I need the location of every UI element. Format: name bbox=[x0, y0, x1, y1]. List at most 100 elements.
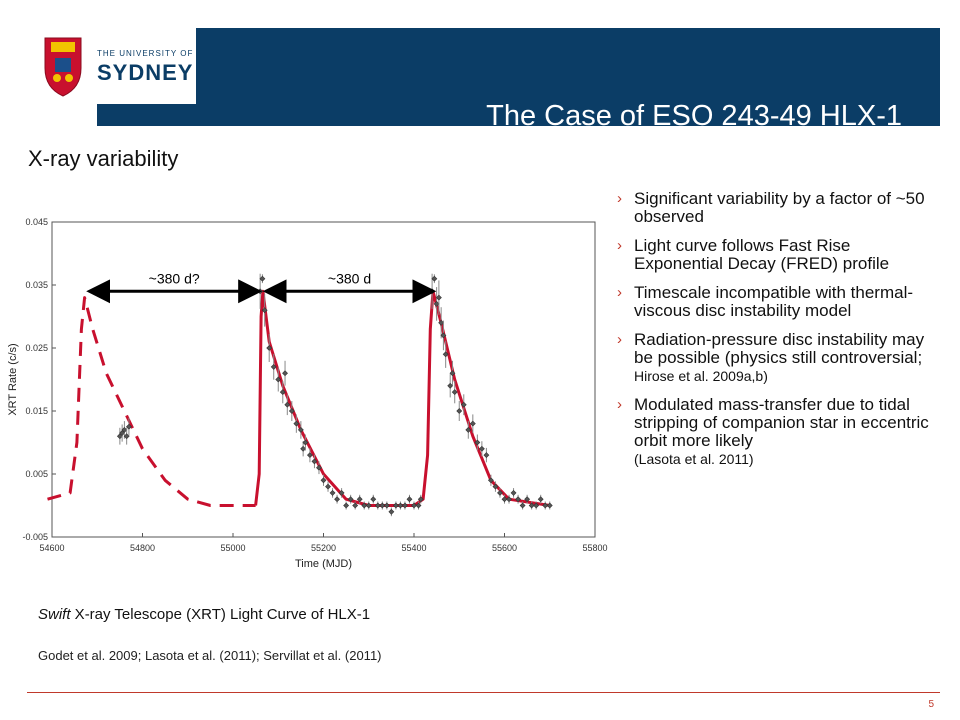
data-point bbox=[329, 489, 336, 496]
footer-rule bbox=[27, 692, 940, 693]
data-point bbox=[261, 307, 268, 314]
data-point bbox=[316, 464, 322, 471]
data-point bbox=[302, 439, 309, 446]
slide-title: The Case of ESO 243-49 HLX-1 bbox=[486, 100, 902, 132]
data-point bbox=[465, 426, 472, 433]
bullet-text: Light curve follows Fast Rise Exponentia… bbox=[634, 236, 890, 273]
data-point bbox=[438, 319, 445, 326]
y-tick-label: 0.025 bbox=[25, 343, 48, 353]
bullet-item: › Modulated mass-transfer due to tidal st… bbox=[617, 396, 937, 468]
logo-small-text: THE UNIVERSITY OF bbox=[97, 49, 193, 58]
data-point bbox=[460, 401, 467, 408]
data-point bbox=[288, 408, 295, 414]
data-point bbox=[449, 370, 456, 377]
data-point bbox=[297, 426, 304, 433]
header-bar: The Case of ESO 243-49 HLX-1 bbox=[97, 28, 940, 132]
data-point bbox=[474, 439, 481, 446]
caption-rest: X-ray Telescope (XRT) Light Curve of HLX… bbox=[70, 606, 371, 623]
data-point bbox=[365, 502, 372, 509]
data-point bbox=[270, 363, 277, 370]
x-tick-label: 55200 bbox=[311, 543, 336, 553]
bullet-ref: (Lasota et al. 2011) bbox=[634, 451, 754, 467]
data-point bbox=[488, 477, 494, 484]
data-point bbox=[397, 502, 404, 509]
data-point bbox=[406, 496, 413, 503]
y-tick-label: 0.005 bbox=[25, 469, 48, 479]
data-point bbox=[334, 496, 340, 503]
interval-label: ~380 d? bbox=[149, 270, 200, 286]
data-point bbox=[478, 445, 485, 452]
chevron-right-icon: › bbox=[617, 396, 622, 413]
y-tick-label: 0.035 bbox=[25, 280, 48, 290]
section-subtitle: X-ray variability bbox=[28, 146, 179, 171]
data-point bbox=[266, 345, 273, 351]
data-point bbox=[307, 452, 313, 459]
light-curve-chart: 54600 54800 55000 55200 55400 55600 55800 -0.00… bbox=[0, 195, 610, 590]
caption-italic: Swift bbox=[38, 606, 71, 623]
data-point bbox=[300, 445, 307, 452]
x-tick-label: 54600 bbox=[39, 543, 64, 553]
bullet-item: › Light curve follows Fast Rise Exponenti… bbox=[617, 237, 937, 273]
bullet-item: › Radiation-pressure disc instability may… bbox=[617, 331, 937, 385]
data-point bbox=[402, 502, 408, 509]
chart-svg: 54600 54800 55000 55200 55400 55600 55800 -0.00… bbox=[7, 217, 608, 570]
logo-big-text: SYDNEY bbox=[97, 60, 193, 85]
bullet-item: › Significant variability by a factor of … bbox=[617, 190, 937, 226]
data-point bbox=[501, 496, 508, 503]
y-axis-label: XRT Rate (c/s) bbox=[7, 343, 19, 415]
data-point bbox=[320, 477, 327, 484]
data-point bbox=[492, 483, 499, 490]
data-point bbox=[374, 502, 381, 509]
data-point bbox=[515, 496, 521, 503]
x-tick-label: 55600 bbox=[492, 543, 517, 553]
chevron-right-icon: › bbox=[617, 284, 622, 301]
references: Godet et al. 2009; Lasota et al. (2011);… bbox=[38, 648, 382, 663]
data-point bbox=[537, 496, 544, 503]
data-point bbox=[279, 389, 286, 396]
x-tick-label: 55000 bbox=[220, 543, 245, 553]
data-point bbox=[343, 502, 350, 509]
data-point bbox=[356, 496, 363, 503]
data-point bbox=[497, 489, 503, 496]
bullet-ref: Hirose et al. 2009a,b) bbox=[634, 368, 768, 384]
data-point bbox=[282, 370, 288, 377]
bullet-list: › Significant variability by a factor of … bbox=[617, 190, 937, 479]
data-point bbox=[370, 496, 377, 503]
data-point bbox=[533, 502, 540, 509]
university-logo: THE UNIVERSITY OF SYDNEY bbox=[27, 28, 196, 104]
x-axis-label: Time (MJD) bbox=[295, 558, 352, 570]
bullet-item: › Timescale incompatible with thermal-vis… bbox=[617, 284, 937, 320]
y-tick-label: -0.005 bbox=[22, 532, 48, 542]
bullet-text: Timescale incompatible with thermal-visc… bbox=[634, 283, 914, 320]
data-point bbox=[275, 376, 282, 383]
bullet-text: Significant variability by a factor of ~… bbox=[634, 189, 925, 226]
bullet-text: Radiation-pressure disc instability may … bbox=[634, 330, 925, 367]
interval-label: ~380 d bbox=[328, 270, 371, 286]
x-tick-label: 55800 bbox=[582, 543, 607, 553]
data-point bbox=[442, 351, 449, 358]
data-point bbox=[469, 420, 476, 427]
x-tick-label: 55400 bbox=[401, 543, 426, 553]
data-point bbox=[121, 426, 128, 433]
chevron-right-icon: › bbox=[617, 331, 622, 348]
data-point bbox=[361, 502, 368, 509]
figure-caption: Swift X-ray Telescope (XRT) Light Curve … bbox=[38, 606, 370, 623]
bullet-text: Modulated mass-transfer due to tidal str… bbox=[634, 395, 929, 450]
data-point bbox=[123, 433, 130, 440]
data-point bbox=[542, 502, 549, 509]
data-point bbox=[411, 502, 417, 509]
data-point bbox=[451, 389, 458, 396]
data-point bbox=[388, 508, 395, 515]
data-point bbox=[347, 496, 354, 503]
x-tick-label: 54800 bbox=[130, 543, 155, 553]
data-point bbox=[519, 502, 526, 509]
fit-curve-extrapolated bbox=[47, 296, 256, 507]
crest-icon: THE UNIVERSITY OF SYDNEY bbox=[44, 37, 193, 97]
data-point bbox=[293, 420, 300, 427]
data-point bbox=[352, 502, 359, 509]
data-point bbox=[456, 408, 463, 414]
y-tick-label: 0.045 bbox=[25, 217, 48, 227]
data-point bbox=[524, 496, 531, 503]
data-point bbox=[506, 496, 512, 503]
data-point bbox=[392, 502, 399, 509]
